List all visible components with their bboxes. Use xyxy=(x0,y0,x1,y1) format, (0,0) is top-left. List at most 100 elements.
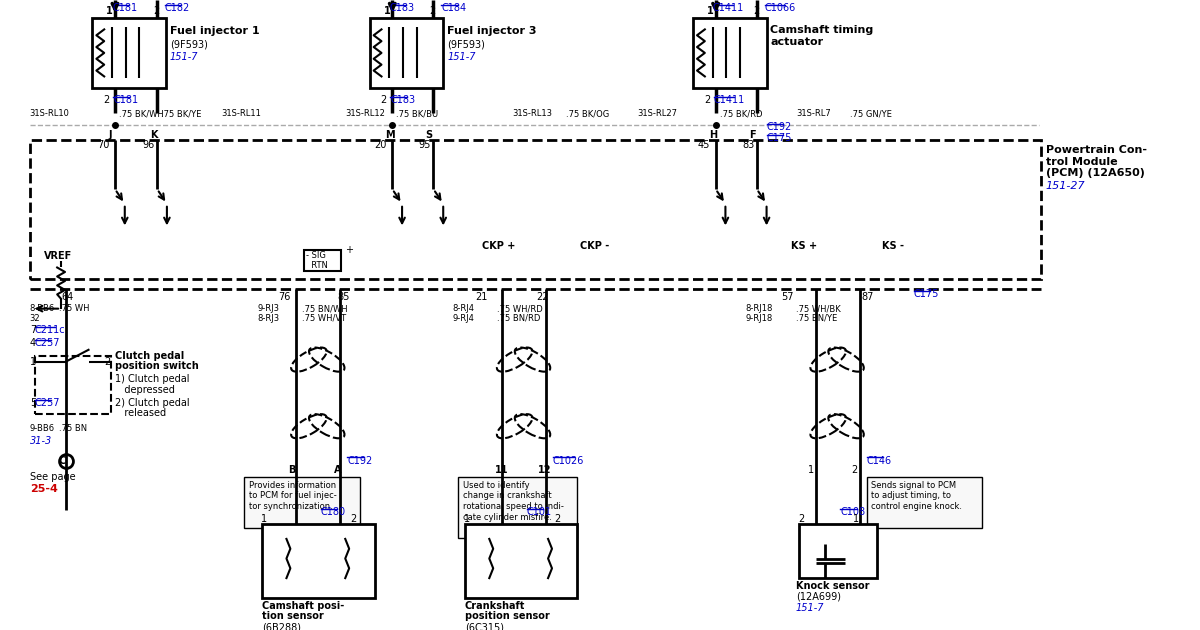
Text: Powertrain Con-: Powertrain Con- xyxy=(1046,145,1147,155)
Bar xyxy=(464,524,577,598)
Text: C175: C175 xyxy=(913,289,938,299)
Text: 151-27: 151-27 xyxy=(1046,181,1086,191)
Text: 20: 20 xyxy=(374,140,388,150)
Text: 2: 2 xyxy=(380,95,386,105)
Text: .75 GN/YE: .75 GN/YE xyxy=(850,109,892,118)
Text: - SIG: - SIG xyxy=(306,251,326,260)
Text: VREF: VREF xyxy=(44,251,73,261)
Text: KS -: KS - xyxy=(882,241,904,251)
Text: 2: 2 xyxy=(704,95,710,105)
Text: .75 WH: .75 WH xyxy=(59,304,90,313)
Text: 1: 1 xyxy=(707,6,714,16)
Text: 1) Clutch pedal: 1) Clutch pedal xyxy=(115,374,190,384)
Text: 31S-RL12: 31S-RL12 xyxy=(346,109,385,118)
Text: Fuel injector 1: Fuel injector 1 xyxy=(170,26,259,37)
Text: .75 BK/RD: .75 BK/RD xyxy=(720,109,762,118)
Text: C181: C181 xyxy=(113,95,138,105)
Text: 76: 76 xyxy=(278,292,290,302)
Bar xyxy=(304,250,341,272)
Text: 8-RJ4: 8-RJ4 xyxy=(452,304,474,313)
Text: C1066: C1066 xyxy=(764,3,796,13)
Text: KS +: KS + xyxy=(791,241,817,251)
Text: 7: 7 xyxy=(30,325,36,335)
Text: 5: 5 xyxy=(30,398,36,408)
Text: 95: 95 xyxy=(419,140,431,150)
Text: position sensor: position sensor xyxy=(464,611,550,621)
Text: 151-7: 151-7 xyxy=(796,602,824,612)
Text: 9-RJ4: 9-RJ4 xyxy=(452,314,474,323)
Text: 2) Clutch pedal: 2) Clutch pedal xyxy=(115,398,190,408)
Text: C257: C257 xyxy=(35,398,60,408)
Text: 1: 1 xyxy=(384,6,390,16)
Text: 151-7: 151-7 xyxy=(170,52,198,62)
Bar xyxy=(370,18,443,88)
Text: 151-7: 151-7 xyxy=(448,52,475,62)
Text: 2: 2 xyxy=(104,357,110,367)
Text: C180: C180 xyxy=(320,507,346,517)
Text: F: F xyxy=(749,130,756,140)
Text: (PCM) (12A650): (PCM) (12A650) xyxy=(1046,168,1145,178)
Text: 22: 22 xyxy=(536,292,548,302)
Text: A: A xyxy=(334,466,341,475)
Text: C1411: C1411 xyxy=(713,3,744,13)
Bar xyxy=(262,524,374,598)
Text: 2: 2 xyxy=(554,514,560,524)
Text: Camshaft timing: Camshaft timing xyxy=(770,25,874,35)
Bar xyxy=(92,18,166,88)
Bar xyxy=(245,477,360,528)
Text: .75 BK/OG: .75 BK/OG xyxy=(565,109,608,118)
Text: C211c: C211c xyxy=(35,325,65,335)
Text: C1411: C1411 xyxy=(714,95,745,105)
Text: 25-4: 25-4 xyxy=(30,484,58,494)
Text: tor synchronization.: tor synchronization. xyxy=(250,502,332,511)
Text: position switch: position switch xyxy=(115,362,199,372)
Text: 83: 83 xyxy=(742,140,755,150)
Text: 8-RJ18: 8-RJ18 xyxy=(745,304,773,313)
Text: actuator: actuator xyxy=(770,37,823,47)
Text: 2: 2 xyxy=(752,6,760,16)
Text: depressed: depressed xyxy=(115,385,175,395)
Text: rotational speed to indi-: rotational speed to indi- xyxy=(463,502,564,511)
Bar xyxy=(458,477,577,538)
Text: C108: C108 xyxy=(840,507,865,517)
Text: 32: 32 xyxy=(30,314,41,323)
Text: .75 BK/BU: .75 BK/BU xyxy=(396,109,438,118)
Text: 1: 1 xyxy=(106,6,113,16)
Bar xyxy=(30,140,1040,279)
Text: J: J xyxy=(108,130,112,140)
Text: 8-BB6: 8-BB6 xyxy=(30,304,55,313)
Text: K: K xyxy=(150,130,157,140)
Text: .75 BN/YE: .75 BN/YE xyxy=(796,314,838,323)
Bar xyxy=(866,477,982,528)
Text: C257: C257 xyxy=(35,338,60,348)
Text: CKP +: CKP + xyxy=(482,241,516,251)
Text: 2: 2 xyxy=(798,514,804,524)
Text: Crankshaft: Crankshaft xyxy=(464,600,526,610)
Text: C182: C182 xyxy=(164,3,191,13)
Text: 9-RJ18: 9-RJ18 xyxy=(745,314,773,323)
Text: .75 BN/RD: .75 BN/RD xyxy=(497,314,540,323)
Text: 11: 11 xyxy=(496,466,509,475)
Text: Clutch pedal: Clutch pedal xyxy=(115,351,185,361)
Text: 31S-RL10: 31S-RL10 xyxy=(30,109,70,118)
Text: .75 BK/YE: .75 BK/YE xyxy=(161,109,202,118)
Text: 9-RJ3: 9-RJ3 xyxy=(257,304,280,313)
Text: C175: C175 xyxy=(767,133,792,143)
Text: C183: C183 xyxy=(390,95,415,105)
Text: 45: 45 xyxy=(698,140,710,150)
Text: C192: C192 xyxy=(347,455,372,466)
Text: 64: 64 xyxy=(61,292,73,302)
Text: 2: 2 xyxy=(430,6,436,16)
Text: 2: 2 xyxy=(103,95,109,105)
Text: cate cylinder misfire.: cate cylinder misfire. xyxy=(463,513,552,522)
Text: C101: C101 xyxy=(527,507,552,517)
Text: .75 WH/VT: .75 WH/VT xyxy=(302,314,347,323)
Text: 96: 96 xyxy=(143,140,155,150)
Text: control engine knock.: control engine knock. xyxy=(871,502,962,511)
Text: 31S-RL11: 31S-RL11 xyxy=(221,109,260,118)
Text: Fuel injector 3: Fuel injector 3 xyxy=(448,26,536,37)
Text: (12A699): (12A699) xyxy=(796,592,841,602)
Text: 2: 2 xyxy=(851,466,857,475)
Text: C192: C192 xyxy=(767,122,792,132)
Text: (6C315): (6C315) xyxy=(464,622,504,630)
